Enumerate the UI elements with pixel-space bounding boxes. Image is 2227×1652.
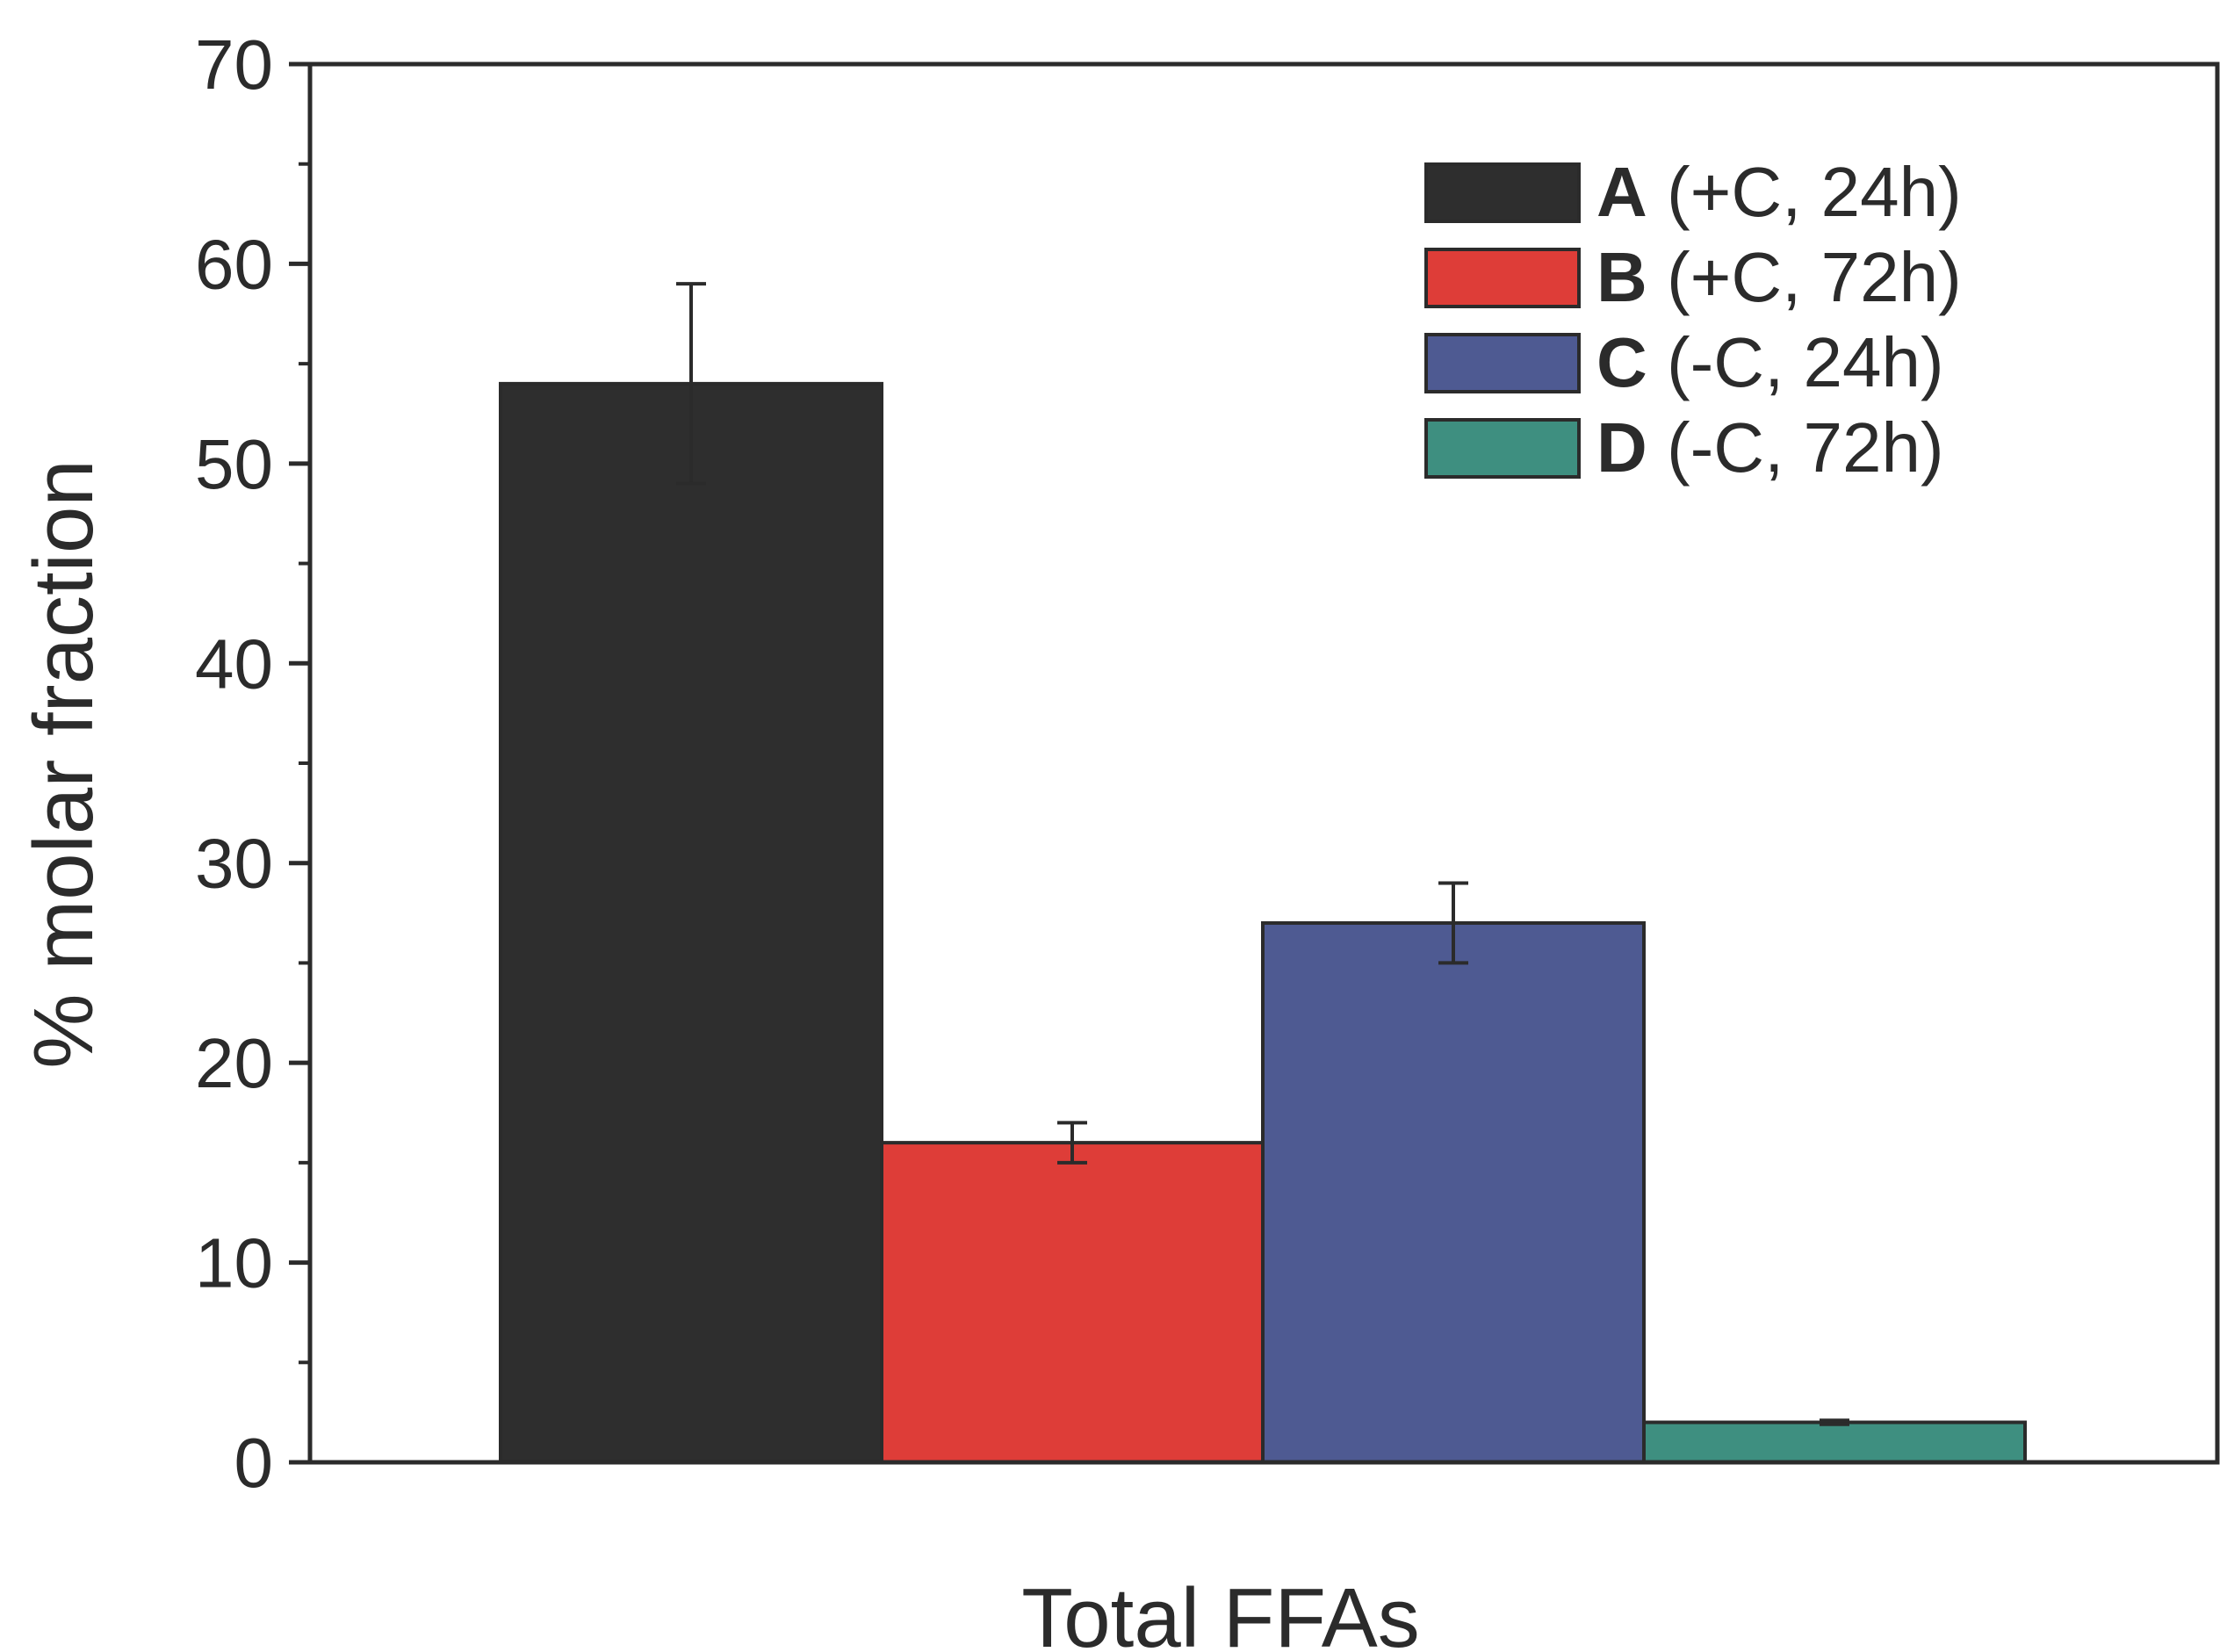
legend-swatch-B [1424,248,1581,308]
bars-layer [499,381,2027,1464]
y-tick-label: 0 [234,1424,274,1502]
bar-C [1261,920,1646,1464]
legend-swatch-D [1424,418,1581,479]
legend-key-C: C [1596,323,1647,401]
x-axis-title: Total FFAs [1021,1571,1419,1652]
legend-condition-C: (-C, 24h) [1647,323,1944,401]
legend-swatch-C [1424,333,1581,393]
error-bars-layer [676,282,1849,1426]
legend-key-B: B [1596,238,1647,316]
legend-label-C: C (-C, 24h) [1596,323,1944,401]
legend-condition-A: (+C, 24h) [1647,153,1962,231]
legend-key-D: D [1596,408,1647,487]
y-tick-label: 10 [195,1224,273,1302]
y-axis: 0 10 20 30 40 50 60 70 [195,25,310,1502]
y-tick-label: 30 [195,825,273,903]
bar-A [499,381,883,1464]
legend-label-A: A (+C, 24h) [1596,153,1962,231]
bar-B [880,1141,1265,1464]
legend-key-A: A [1596,153,1647,231]
y-tick-label: 70 [195,25,273,104]
y-axis-title: % molar fraction [17,459,111,1069]
y-tick-label: 50 [195,425,273,503]
legend-label-D: D (-C, 72h) [1596,408,1944,487]
legend: A (+C, 24h)B (+C, 72h)C (-C, 24h)D (-C, … [1424,153,1962,487]
legend-swatch-A [1424,162,1581,223]
legend-condition-B: (+C, 72h) [1647,238,1962,316]
y-tick-label: 20 [195,1024,273,1102]
y-tick-label: 60 [195,225,273,303]
legend-label-B: B (+C, 72h) [1596,238,1962,316]
legend-condition-D: (-C, 72h) [1647,408,1944,487]
y-tick-label: 40 [195,624,273,703]
bar-D [1642,1420,2027,1464]
